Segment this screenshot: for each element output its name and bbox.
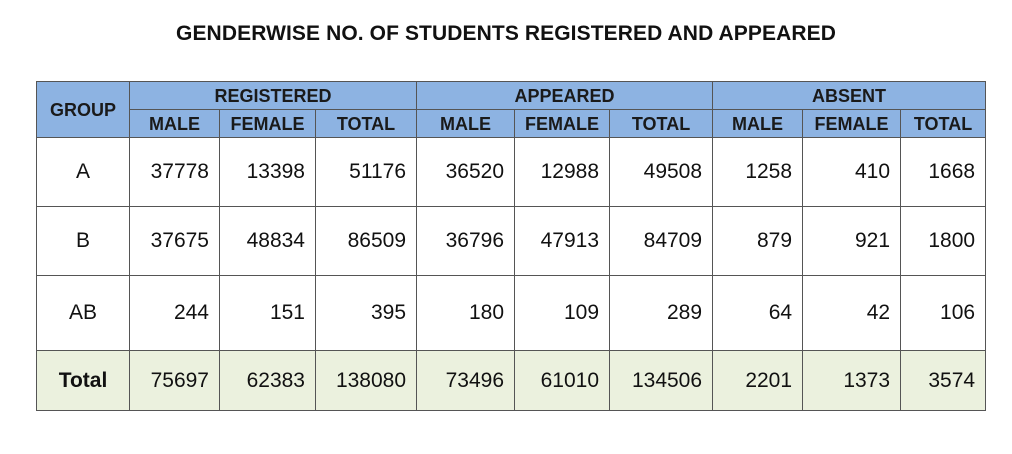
absent-total-cell: 3574	[900, 350, 987, 411]
registered-male-cell: 75697	[129, 350, 220, 411]
absent-female-cell: 42	[802, 275, 902, 351]
appeared-male-cell: 36796	[416, 206, 516, 276]
appeared-female-header: FEMALE	[514, 109, 611, 138]
appeared-header: APPEARED	[416, 81, 714, 110]
registered-female-cell: 13398	[219, 137, 316, 207]
group-header: GROUP	[36, 81, 130, 138]
registered-male-header: MALE	[129, 109, 220, 138]
appeared-male-header: MALE	[416, 109, 516, 138]
appeared-female-cell: 109	[514, 275, 611, 351]
registered-total-cell: 51176	[314, 137, 418, 207]
absent-female-header: FEMALE	[802, 109, 902, 138]
registered-female-cell: 151	[219, 275, 316, 351]
absent-male-cell: 879	[712, 206, 804, 276]
registered-total-cell: 86509	[314, 206, 418, 276]
appeared-male-cell: 36520	[416, 137, 516, 207]
group-cell: AB	[36, 275, 130, 351]
appeared-total-cell: 49508	[609, 137, 714, 207]
registered-male-cell: 37778	[129, 137, 220, 207]
absent-total-header: TOTAL	[900, 109, 987, 138]
absent-header: ABSENT	[712, 81, 987, 110]
group-cell: A	[36, 137, 130, 207]
registered-female-header: FEMALE	[219, 109, 316, 138]
absent-female-cell: 1373	[802, 350, 902, 411]
absent-total-cell: 1800	[900, 206, 987, 276]
registered-total-cell: 395	[314, 275, 418, 351]
absent-male-cell: 64	[712, 275, 804, 351]
total-label-cell: Total	[36, 350, 130, 411]
appeared-total-header: TOTAL	[609, 109, 714, 138]
registered-female-cell: 48834	[219, 206, 316, 276]
appeared-female-cell: 61010	[514, 350, 611, 411]
absent-male-cell: 1258	[712, 137, 804, 207]
table-row-a: A 37778 13398 51176 36520 12988 49508 12…	[36, 137, 987, 207]
appeared-male-cell: 180	[416, 275, 516, 351]
header-row-subcolumns: MALE FEMALE TOTAL MALE FEMALE TOTAL MALE…	[37, 109, 987, 138]
appeared-female-cell: 12988	[514, 137, 611, 207]
page-title: GENDERWISE NO. OF STUDENTS REGISTERED AN…	[176, 22, 836, 45]
absent-female-cell: 921	[802, 206, 902, 276]
registered-male-cell: 37675	[129, 206, 220, 276]
registered-total-cell: 138080	[314, 350, 418, 411]
appeared-total-cell: 134506	[609, 350, 714, 411]
absent-male-header: MALE	[712, 109, 804, 138]
group-cell: B	[36, 206, 130, 276]
appeared-male-cell: 73496	[416, 350, 516, 411]
appeared-total-cell: 84709	[609, 206, 714, 276]
absent-male-cell: 2201	[712, 350, 804, 411]
absent-total-cell: 106	[900, 275, 987, 351]
absent-total-cell: 1668	[900, 137, 987, 207]
table-row-b: B 37675 48834 86509 36796 47913 84709 87…	[36, 206, 987, 276]
registered-total-header: TOTAL	[314, 109, 418, 138]
appeared-total-cell: 289	[609, 275, 714, 351]
appeared-female-cell: 47913	[514, 206, 611, 276]
students-table: GROUP REGISTERED APPEARED ABSENT MALE FE…	[36, 81, 987, 411]
registered-header: REGISTERED	[128, 81, 418, 110]
table-row-total: Total 75697 62383 138080 73496 61010 134…	[36, 350, 987, 411]
table-row-ab: AB 244 151 395 180 109 289 64 42 106	[36, 275, 987, 351]
header-row-groups: GROUP REGISTERED APPEARED ABSENT	[36, 81, 987, 138]
absent-female-cell: 410	[802, 137, 902, 207]
registered-male-cell: 244	[129, 275, 220, 351]
registered-female-cell: 62383	[219, 350, 316, 411]
